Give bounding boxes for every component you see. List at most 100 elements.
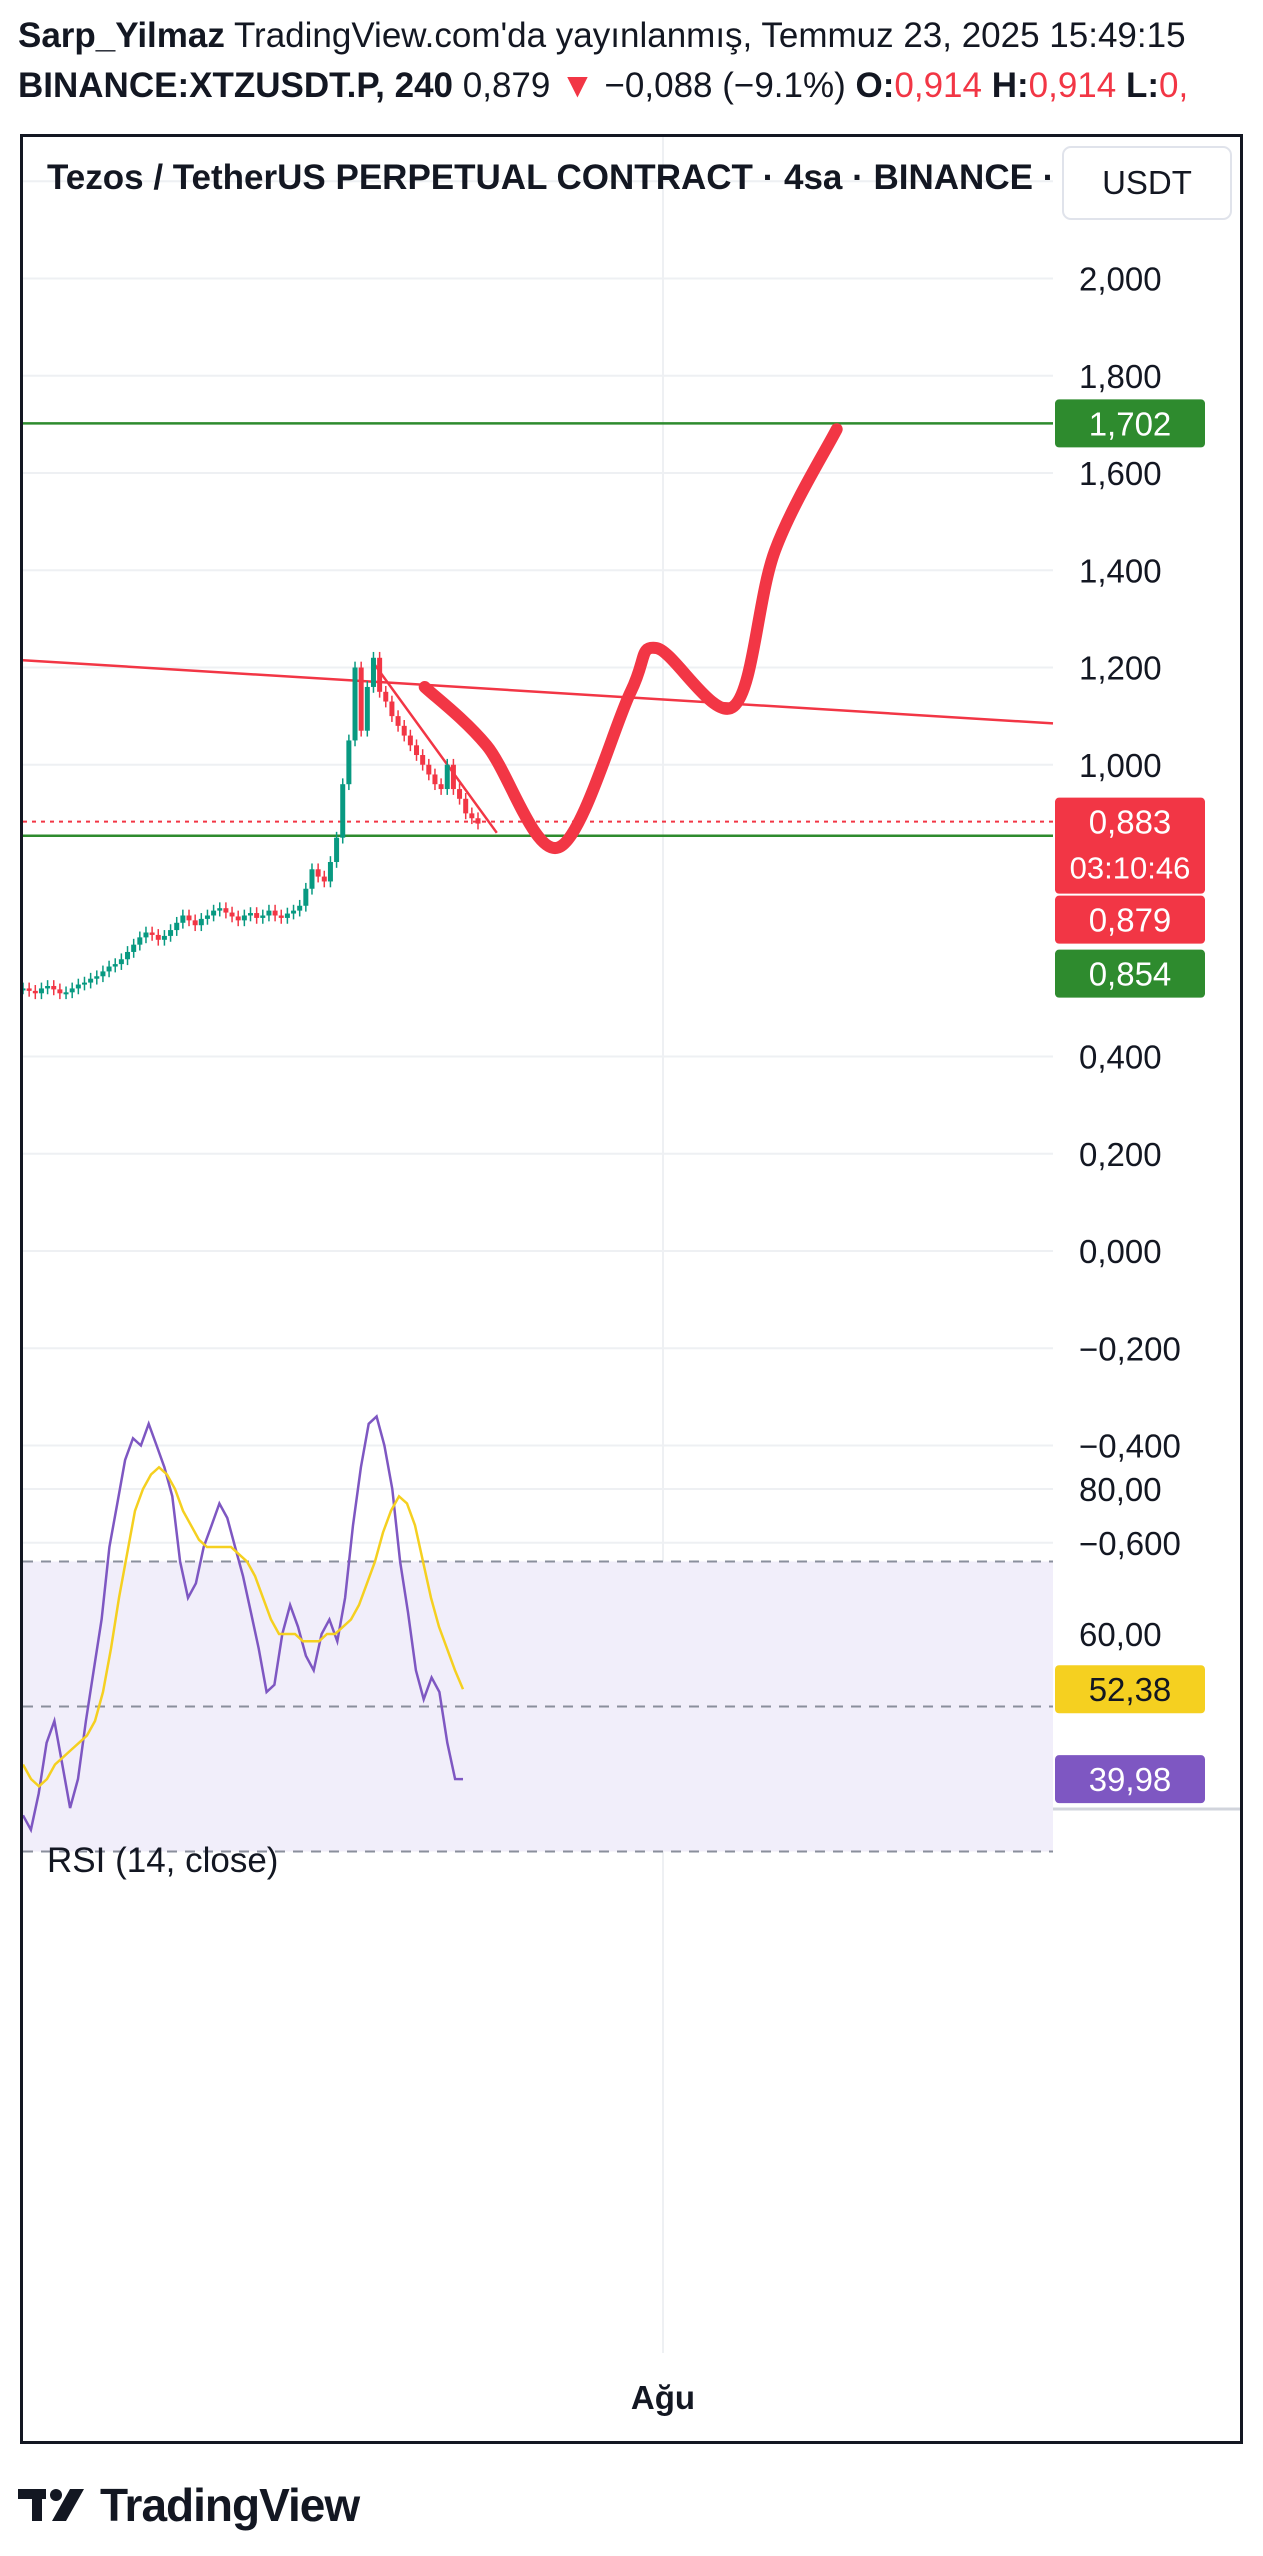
price-candle (346, 740, 352, 785)
chart-header: Sarp_Yilmaz TradingView.com'da yayınlanm… (18, 14, 1263, 124)
price-candle (217, 908, 223, 911)
price-candle (315, 869, 321, 877)
price-candle (63, 992, 69, 995)
price-candle (438, 784, 444, 790)
price-tick-label: 0,000 (1079, 1233, 1162, 1270)
rsi-line (23, 1414, 464, 1834)
price-candle (389, 701, 395, 717)
currency-label: USDT (1102, 164, 1192, 201)
price-candle (51, 985, 57, 990)
price-candle (26, 988, 32, 991)
tradingview-brand: TradingView (100, 2479, 360, 2531)
price-candle (407, 735, 413, 746)
bid-price-label: 0,883 (1089, 804, 1172, 841)
price-candle (106, 966, 112, 972)
trend-line (23, 658, 1054, 725)
low-label: L: (1125, 66, 1160, 105)
chart-canvas[interactable]: 2,6002,4002,2002,0001,8001,6001,4001,200… (23, 137, 1240, 2441)
price-candle (241, 915, 247, 921)
price-tick-label: −0,600 (1079, 1525, 1181, 1562)
price-candle (100, 971, 106, 977)
price-candle (266, 910, 272, 916)
price-candle (81, 982, 87, 985)
price-candle (450, 764, 456, 790)
price-candle (211, 910, 217, 916)
price-candle (69, 988, 75, 993)
currency-button[interactable] (1062, 146, 1232, 220)
grid-lines (23, 137, 1240, 2353)
price-candle (321, 876, 327, 882)
price-candle (137, 937, 143, 945)
rsi-value-tag (1055, 1755, 1205, 1804)
price-candle (192, 920, 198, 926)
price-candle (377, 657, 383, 692)
last-price: 0,879 (462, 66, 551, 105)
price-candle (309, 869, 315, 889)
rsi-background (23, 1560, 1053, 1853)
price-candle (118, 959, 124, 965)
support-price-tag (1055, 949, 1205, 998)
price-candle (401, 725, 407, 736)
price-candle (327, 862, 333, 882)
price-tick-label: 2,000 (1079, 261, 1162, 298)
price-candle (352, 667, 358, 741)
price-candle (45, 985, 51, 989)
price-candle (334, 837, 340, 862)
price-candle (364, 686, 370, 731)
price-candle (426, 764, 432, 775)
price-candle (131, 944, 137, 952)
resistance-price-label: 1,702 (1089, 405, 1172, 442)
author-name[interactable]: Sarp_Yilmaz (18, 16, 225, 55)
price-candle (125, 951, 131, 960)
price-tick-label: −0,400 (1079, 1428, 1181, 1465)
rsi-band-fill (23, 1561, 1053, 1852)
price-candle (383, 691, 389, 702)
price-candle (432, 774, 438, 785)
price-tick-label: 1,800 (1079, 358, 1162, 395)
price-candle (235, 916, 241, 921)
resistance-price-tag (1055, 399, 1205, 448)
price-candle (180, 915, 186, 923)
price-candle (155, 934, 161, 940)
price-candle (297, 905, 303, 911)
rsi-title: RSI (14, close) (47, 1841, 278, 1880)
support-price-label: 0,854 (1089, 956, 1172, 993)
price-candle (161, 935, 167, 940)
down-arrow-icon: ▼ (560, 66, 595, 105)
price-candle (444, 764, 450, 790)
price-candle (463, 798, 469, 814)
price-candle (88, 978, 94, 983)
bar-countdown-label: 03:10:46 (1070, 851, 1191, 886)
price-candle (32, 990, 38, 994)
price-candle (149, 932, 155, 935)
tradingview-footer: TradingView (18, 2475, 360, 2535)
high-label: H: (991, 66, 1029, 105)
price-candle (75, 984, 81, 989)
price-candle (168, 930, 174, 936)
publish-info: Sarp_Yilmaz TradingView.com'da yayınlanm… (18, 14, 1186, 58)
price-candle (174, 922, 180, 931)
rsi-tick-label: 60,00 (1079, 1616, 1162, 1653)
projection-path (418, 423, 843, 854)
price-candle (223, 908, 229, 913)
price-candle (38, 988, 44, 994)
price-tick-label: 1,200 (1079, 650, 1162, 687)
rsi-ma-tag (1055, 1665, 1205, 1714)
symbol-name: BINANCE:XTZUSDT.P, 240 (18, 66, 454, 105)
low-value: 0, (1159, 66, 1189, 105)
rsi-tick-label: 80,00 (1079, 1471, 1162, 1508)
chart-frame[interactable]: 2,6002,4002,2002,0001,8001,6001,4001,200… (20, 134, 1243, 2444)
price-candle (278, 915, 284, 918)
price-candle (260, 915, 266, 918)
price-candle (414, 745, 420, 756)
price-tick-label: 1,400 (1079, 552, 1162, 589)
price-tick-label: 0,200 (1079, 1136, 1162, 1173)
price-candle (475, 818, 481, 824)
symbol-info: BINANCE:XTZUSDT.P, 240 0,879 ▼ −0,088 (−… (18, 64, 1188, 108)
price-tick-label: −0,200 (1079, 1330, 1181, 1367)
price-tick-label: 1,600 (1079, 455, 1162, 492)
drawing-lines[interactable] (23, 422, 1054, 854)
price-axis: 2,6002,4002,2002,0001,8001,6001,4001,200… (1079, 163, 1181, 1653)
rsi-ma-line (23, 1465, 465, 1788)
last-price-tag (1055, 895, 1205, 944)
